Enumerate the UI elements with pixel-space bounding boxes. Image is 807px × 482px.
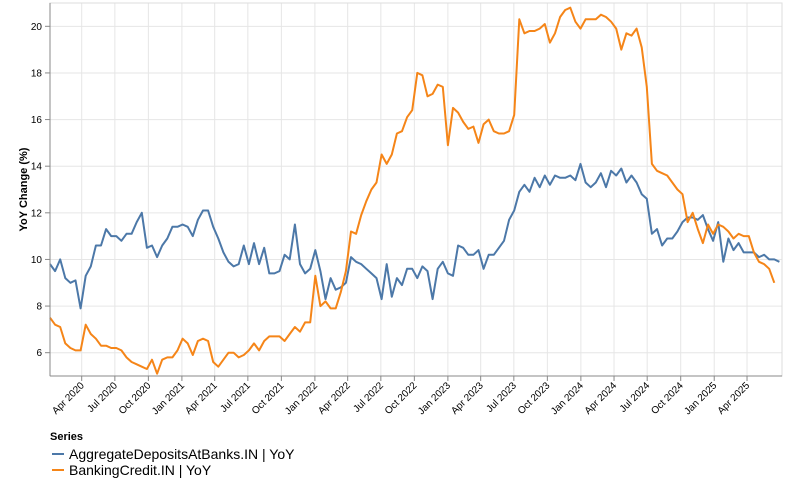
x-tick-label: Jul 2024 <box>618 380 653 415</box>
x-tick-label: Jan 2021 <box>150 380 187 417</box>
x-tick-label: Jul 2022 <box>351 380 386 415</box>
y-tick-label: 14 <box>31 162 43 173</box>
x-tick-label: Jul 2023 <box>484 380 519 415</box>
x-tick-label: Oct 2022 <box>383 380 420 417</box>
legend: Series AggregateDepositsAtBanks.IN | YoY… <box>50 431 295 478</box>
y-tick-label: 10 <box>31 255 43 266</box>
x-tick-label: Jan 2024 <box>549 380 586 417</box>
x-tick-label: Oct 2024 <box>649 380 686 417</box>
x-tick-label: Jan 2023 <box>416 380 453 417</box>
x-tick-label: Apr 2022 <box>316 380 353 417</box>
y-tick-label: 12 <box>31 208 43 219</box>
legend-label: AggregateDepositsAtBanks.IN | YoY <box>69 446 295 462</box>
grid <box>50 3 782 376</box>
legend-label: BankingCredit.IN | YoY <box>69 462 212 478</box>
x-tick-label: Apr 2023 <box>449 380 486 417</box>
x-tick-label: Oct 2021 <box>250 380 287 417</box>
x-tick-label: Apr 2020 <box>50 380 87 417</box>
y-axis-title: YoY Change (%) <box>18 147 30 231</box>
series-line-deposits <box>49 162 780 310</box>
x-tick-label: Oct 2023 <box>516 380 553 417</box>
x-tick-label: Jan 2022 <box>283 380 320 417</box>
x-tick-label: Jan 2025 <box>682 380 719 417</box>
series-lines <box>49 6 780 375</box>
y-tick-label: 16 <box>31 115 43 126</box>
x-tick-label: Apr 2025 <box>716 380 753 417</box>
y-axis: 6 8 10 12 14 16 18 20 <box>31 3 51 376</box>
x-tick-label: Jul 2021 <box>218 380 253 415</box>
y-tick-label: 20 <box>31 22 43 33</box>
x-tick-label: Jul 2020 <box>85 380 120 415</box>
y-tick-label: 8 <box>36 302 42 313</box>
series-line-credit <box>49 6 776 375</box>
legend-title: Series <box>50 431 83 443</box>
x-tick-label: Apr 2024 <box>583 380 620 417</box>
y-tick-label: 6 <box>36 348 42 359</box>
plot-frame <box>49 2 783 377</box>
x-tick-label: Apr 2021 <box>183 380 220 417</box>
y-tick-label: 18 <box>31 68 43 79</box>
x-tick-label: Oct 2020 <box>117 380 154 417</box>
